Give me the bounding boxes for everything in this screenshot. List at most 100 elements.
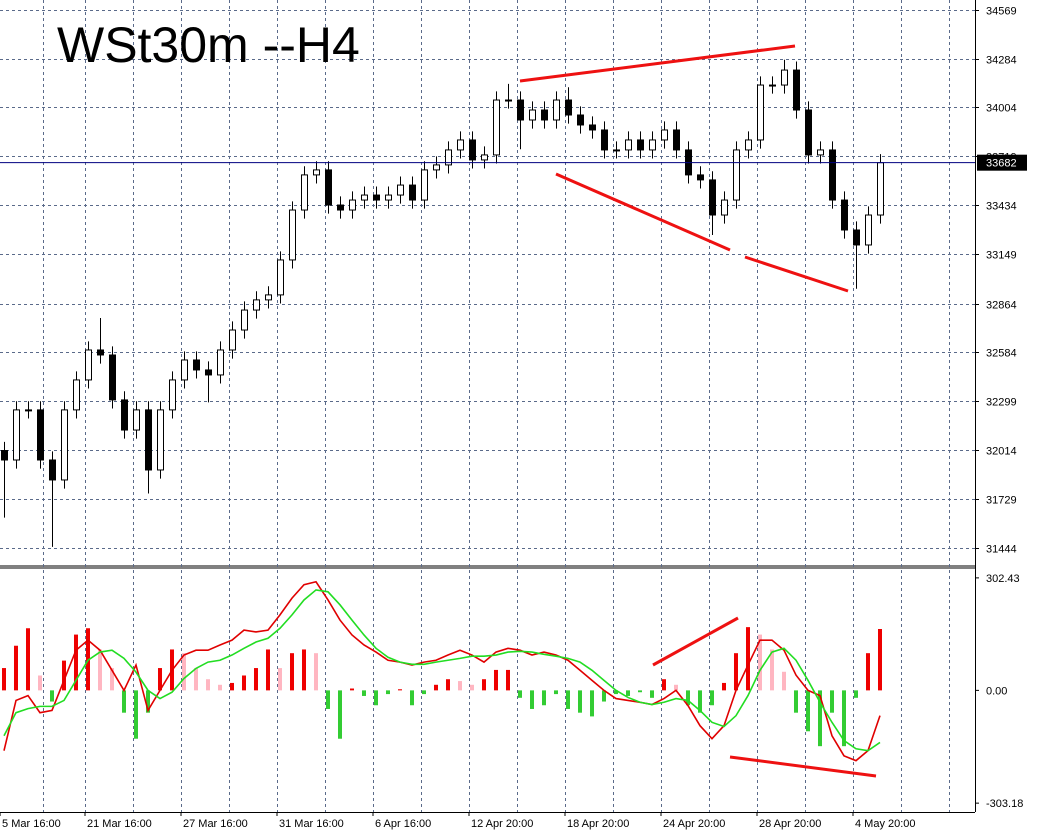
histogram-bar [181, 653, 186, 691]
histogram-bar [625, 690, 630, 696]
histogram-bar [529, 690, 534, 709]
candle-body [505, 99, 512, 102]
x-tick-label: 27 Mar 16:00 [183, 818, 248, 830]
x-tick-label: 24 Apr 20:00 [663, 818, 725, 830]
histogram-bar [793, 690, 798, 713]
histogram-bar [721, 682, 726, 691]
candle-body [253, 299, 260, 311]
histogram-bar [829, 690, 834, 713]
histogram-bar [49, 690, 54, 702]
candle-body [397, 184, 404, 196]
candle-body [13, 409, 20, 461]
histogram-bar [745, 627, 750, 691]
histogram-bar [193, 668, 198, 691]
histogram-bar [229, 682, 234, 691]
candle-body [25, 409, 32, 412]
candle-body [73, 379, 80, 411]
histogram-bar [145, 690, 150, 713]
candle-body [625, 139, 632, 151]
trend-line [555, 172, 731, 252]
histogram-bar [577, 690, 582, 713]
histogram-bar [397, 689, 402, 691]
y-tick-label: 31444 [986, 544, 1017, 556]
y-tick-label: 34004 [986, 103, 1017, 115]
histogram-bar [301, 649, 306, 691]
histogram-bar [481, 679, 486, 691]
y-tick-label: 32864 [986, 300, 1017, 312]
candle-body [409, 184, 416, 201]
candle-body [601, 129, 608, 151]
y-tick-label: 33434 [986, 201, 1017, 213]
candle-body [577, 114, 584, 126]
y-tick-label: 302.43 [986, 573, 1020, 585]
candle-body [493, 99, 500, 156]
candle-body [433, 164, 440, 171]
histogram-bar [457, 681, 462, 691]
histogram-bar [289, 653, 294, 691]
candle-body [97, 349, 104, 356]
histogram-bar [109, 668, 114, 691]
candle-body [361, 194, 368, 201]
histogram-bar [337, 690, 342, 739]
candle-body [37, 409, 44, 461]
histogram-bar [805, 690, 810, 732]
histogram-bar [1, 668, 6, 691]
x-tick-label: 4 May 20:00 [855, 818, 916, 830]
candle-body [373, 194, 380, 201]
candle-body [181, 359, 188, 381]
histogram-bar [541, 690, 546, 706]
candle-body [445, 149, 452, 166]
candle-body [781, 69, 788, 86]
histogram-bar [433, 684, 438, 691]
candle-body [637, 139, 644, 151]
candle-body [817, 149, 824, 156]
candle-body [745, 139, 752, 151]
histogram-bar [757, 634, 762, 691]
histogram-bar [313, 653, 318, 691]
candle-body [529, 109, 536, 121]
histogram-bar [865, 653, 870, 691]
candle-body [85, 349, 92, 381]
candle-body [337, 204, 344, 211]
candle-body [277, 259, 284, 296]
histogram-bar [769, 649, 774, 691]
histogram-bar [361, 690, 366, 696]
histogram-bar [157, 668, 162, 691]
histogram-bar [637, 690, 642, 693]
y-tick-label: 33149 [986, 250, 1017, 262]
histogram-bar [25, 628, 30, 691]
candle-body [421, 169, 428, 201]
candle-body [1, 450, 8, 461]
candle-body [757, 84, 764, 141]
histogram-bar [697, 690, 702, 713]
histogram-bar [265, 649, 270, 691]
candle-body [121, 399, 128, 431]
candle-body [157, 409, 164, 471]
histogram-bar [841, 690, 846, 747]
histogram-bar [685, 690, 690, 706]
candle-body [865, 214, 872, 246]
candle-body [589, 124, 596, 131]
histogram-bar [73, 634, 78, 691]
histogram-bar [253, 668, 258, 691]
candle-body [289, 209, 296, 261]
x-tick-label: 5 Mar 16:00 [2, 818, 61, 830]
candle-body [769, 84, 776, 87]
histogram-bar [589, 690, 594, 717]
candle-body [673, 129, 680, 151]
candle-body [733, 149, 740, 201]
candle-body [385, 194, 392, 201]
x-tick-label: 18 Apr 20:00 [567, 818, 629, 830]
x-tick-label: 31 Mar 16:00 [279, 818, 344, 830]
candle-body [265, 294, 272, 301]
candle-body [829, 149, 836, 201]
candle-body [469, 139, 476, 161]
x-tick-label: 28 Apr 20:00 [759, 818, 821, 830]
candle-body [709, 179, 716, 216]
histogram-bar [649, 690, 654, 698]
bid-label: 33682 [986, 158, 1017, 170]
candle-body [517, 99, 524, 121]
histogram-bar [133, 690, 138, 739]
histogram-bar [121, 690, 126, 713]
